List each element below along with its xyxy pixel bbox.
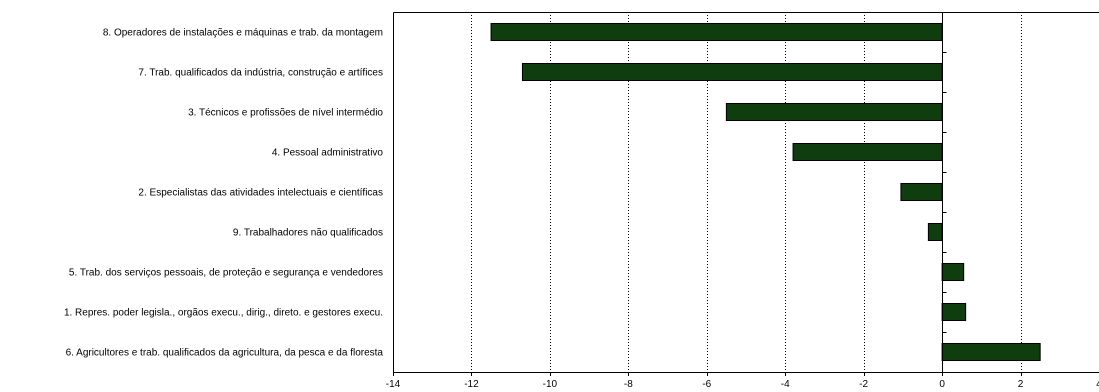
category-label: 7. Trab. qualificados da indústria, cons… bbox=[138, 68, 383, 79]
x-tick-label: 2 bbox=[1018, 379, 1024, 390]
x-tick-label: 0 bbox=[939, 379, 945, 390]
category-label: 2. Especialistas das atividades intelect… bbox=[138, 188, 383, 199]
category-label: 8. Operadores de instalações e máquinas … bbox=[103, 28, 383, 39]
x-tick-label: -8 bbox=[624, 379, 633, 390]
x-tick-label: -4 bbox=[781, 379, 790, 390]
category-label: 5. Trab. dos serviços pessoais, de prote… bbox=[69, 268, 383, 279]
bar bbox=[490, 23, 943, 41]
category-label: 9. Trabalhadores não qualificados bbox=[233, 228, 383, 239]
bar bbox=[927, 223, 943, 241]
bar bbox=[725, 103, 943, 121]
bar bbox=[521, 63, 943, 81]
bar-layer bbox=[490, 23, 1041, 361]
category-label: 1. Repres. poder legisla., orgãos execu.… bbox=[64, 308, 383, 319]
bar bbox=[792, 143, 943, 161]
x-tick-label: -14 bbox=[386, 379, 401, 390]
bar bbox=[941, 343, 1041, 361]
category-label: 3. Técnicos e profissões de nível interm… bbox=[188, 108, 383, 119]
bar bbox=[941, 303, 967, 321]
x-tick-label: -6 bbox=[702, 379, 711, 390]
x-tick-label: -10 bbox=[543, 379, 558, 390]
bar bbox=[941, 263, 965, 281]
category-label: 6. Agricultores e trab. qualificados da … bbox=[66, 348, 384, 359]
category-label: 4. Pessoal administrativo bbox=[272, 148, 384, 159]
label-layer: -14 -12 -10 -8 -6 -4 -2 0 2 4 8. Operadores de ins… bbox=[64, 28, 1099, 391]
bar bbox=[900, 183, 943, 201]
x-tick-label: -12 bbox=[464, 379, 479, 390]
x-tick-label: 4 bbox=[1096, 379, 1099, 390]
axis-layer bbox=[393, 12, 1099, 376]
x-tick-label: -2 bbox=[859, 379, 868, 390]
